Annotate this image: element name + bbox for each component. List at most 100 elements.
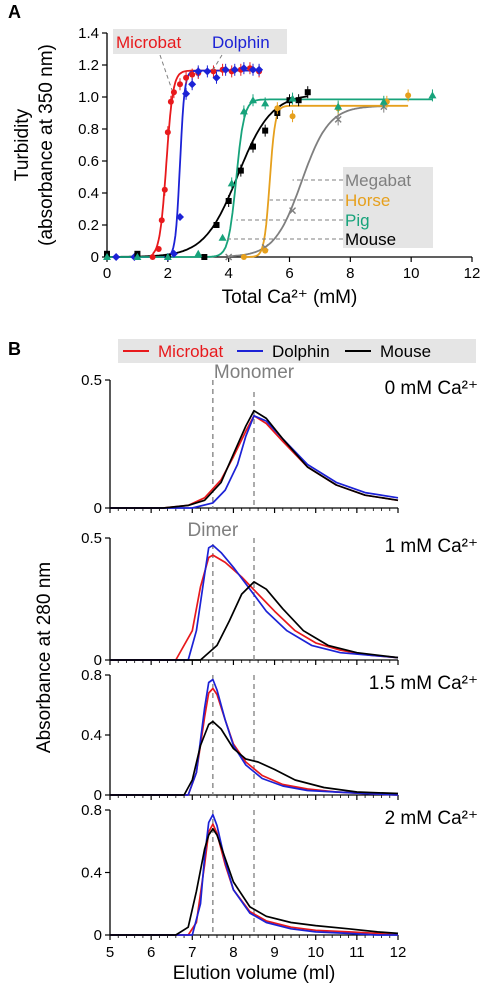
- panel-a-point-dolphin: [112, 253, 121, 261]
- panel-a-point-pig: [379, 97, 388, 105]
- panel-a-y-tick-label: 0.2: [78, 217, 99, 234]
- panel-a-fit-mouse: [107, 95, 308, 258]
- panel-a-y-axis-title-line: Turbidity: [12, 108, 33, 181]
- panel-a-point-pig: [288, 94, 297, 102]
- panel-a-point-mouse: [201, 254, 208, 260]
- panel-a-x-tick-label: 6: [285, 265, 293, 282]
- panel-b-legend-label-microbat: Microbat: [158, 342, 223, 361]
- panel-b-x-tick-label: 12: [390, 944, 407, 961]
- panel-a-y-tick-label: 1.4: [78, 25, 99, 42]
- panel-a-point-pig: [103, 253, 111, 260]
- panel-b-y-tick-label: 0.8: [81, 667, 102, 684]
- panel-b-curve-mouse: [110, 409, 399, 509]
- panel-a-legend-top-box: [113, 29, 287, 54]
- panel-a-legend-label-microbat: Microbat: [116, 33, 181, 52]
- panel-a-point-microbat: [189, 71, 196, 78]
- panel-b-y-tick-label: 0: [94, 500, 102, 517]
- panel-a-point-mouse: [250, 143, 256, 150]
- panel-a-point-dolphin: [221, 65, 230, 74]
- panel-a-point-megabat: [334, 115, 342, 123]
- panel-b-annotation: Monomer: [214, 362, 295, 383]
- panel-a-leader-dolphin: [212, 54, 223, 71]
- panel-a-x-tick-label: 10: [403, 265, 420, 282]
- panel-a-point-pig: [218, 233, 227, 241]
- panel-b-y-tick-label: 0.4: [81, 727, 102, 744]
- panel-b-curve-dolphin: [110, 544, 399, 661]
- panel-a-point-pig: [261, 99, 270, 107]
- panel-a-point-horse: [405, 92, 412, 99]
- panel-a-point-microbat: [158, 217, 165, 224]
- panel-b-x-tick-label: 9: [270, 944, 278, 961]
- panel-a-point-pig: [163, 253, 172, 260]
- panel-a-y-tick-label: 0: [91, 249, 99, 266]
- panel-a-point-dolphin: [194, 67, 203, 76]
- panel-b-curve-microbat: [110, 554, 399, 661]
- panel-a-chart: 0 2 4 6 8 10 12 0 0.2 0.4 0.6 0.8 1.0 1.2 1.4 Total Ca²…: [12, 25, 480, 308]
- panel-a-legend-right-box: [343, 167, 433, 248]
- panel-b-y-tick-label: 0.5: [81, 372, 102, 389]
- panel-a-point-mouse: [237, 167, 244, 174]
- panel-b-condition-label: 1.5 mM Ca²⁺: [369, 673, 478, 694]
- panel-a-point-microbat: [164, 129, 171, 136]
- panel-a-x-axis-title: Total Ca²⁺ (mM): [222, 287, 358, 308]
- panel-a-point-microbat: [161, 186, 168, 193]
- panel-a-point-megabat: [289, 207, 297, 215]
- panel-a-y-axis-title: Turbidity (absorbance at 350 nm): [12, 44, 57, 246]
- panel-a-point-microbat: [155, 246, 162, 252]
- panel-a-point-pig: [334, 102, 343, 110]
- panel-b-condition-label: 2 mM Ca²⁺: [385, 808, 478, 829]
- panel-a-point-dolphin: [203, 67, 212, 76]
- panel-b-y-tick-label: 0: [94, 927, 102, 944]
- panel-b-x-tick-label: 10: [307, 944, 324, 961]
- panel-b-condition-label: 1 mM Ca²⁺: [385, 536, 478, 557]
- panel-a-point-horse: [274, 105, 281, 112]
- panel-a-y-tick-label: 1.2: [78, 57, 99, 74]
- panel-a-point-mouse: [262, 127, 269, 134]
- panel-a-x-tick-label: 4: [224, 265, 232, 282]
- panel-a-point-dolphin: [169, 249, 178, 258]
- panel-b-curve-mouse: [110, 720, 399, 796]
- panel-b-x-tick-label: 6: [147, 944, 155, 961]
- panel-a-y-tick-label: 1.0: [78, 89, 99, 106]
- panel-a-y-axis-title-line: (absorbance at 350 nm): [36, 44, 57, 246]
- panel-a-y-tick-label: 0.4: [78, 185, 99, 202]
- panel-b-condition-label: 0 mM Ca²⁺: [385, 378, 478, 399]
- panel-a-point-microbat: [210, 68, 217, 75]
- panel-a-point-mouse: [295, 97, 302, 104]
- panel-a-legend-label-pig: Pig: [345, 211, 370, 230]
- panel-a-leader-microbat: [159, 54, 173, 91]
- panel-a-fit-horse: [243, 104, 409, 258]
- panel-a-point-dolphin: [230, 65, 239, 74]
- panel-b-x-tick-label: 8: [229, 944, 237, 961]
- panel-b-y-tick-label: 0: [94, 652, 102, 669]
- panel-a-point-mouse: [304, 89, 311, 96]
- panel-a-legend-label-horse: Horse: [345, 191, 390, 210]
- panel-a-y-tick-label: 0.8: [78, 121, 99, 138]
- panel-a-point-pig: [428, 91, 437, 99]
- panel-a-point-dolphin: [239, 64, 248, 73]
- panel-a-point-horse: [262, 247, 269, 254]
- panel-b-curve-dolphin: [110, 813, 398, 936]
- panel-b-x-axis-title: Elution volume (ml): [173, 963, 336, 984]
- panel-a-legend-label-dolphin: Dolphin: [212, 33, 270, 52]
- panel-a-fit-pig: [107, 98, 433, 258]
- panel-a-point-dolphin: [188, 80, 197, 89]
- panel-b-x-tick-label: 7: [188, 944, 196, 961]
- panel-a-point-dolphin: [176, 213, 184, 221]
- panel-a-point-pig: [133, 253, 142, 260]
- panel-a-point-pig: [239, 107, 248, 115]
- panel-b-y-axis-title: Absorbance at 280 nm: [34, 562, 55, 753]
- panel-a-legend-label-mouse: Mouse: [345, 230, 396, 249]
- panel-b-curve-dolphin: [110, 678, 399, 796]
- panel-b-annotation: Dimer: [188, 520, 239, 541]
- panel-label-a: A: [8, 2, 21, 22]
- panel-a-fit-megabat: [228, 105, 384, 258]
- panel-a-point-microbat: [170, 89, 177, 96]
- panel-b-x-tick-label: 11: [349, 944, 365, 961]
- panel-a-point-megabat: [225, 253, 233, 261]
- panel-a-x-tick-label: 8: [346, 265, 354, 282]
- panel-b-legend-label-mouse: Mouse: [380, 342, 431, 361]
- panel-b-y-tick-label: 0.5: [81, 530, 102, 547]
- panel-b-curve-mouse: [110, 581, 399, 661]
